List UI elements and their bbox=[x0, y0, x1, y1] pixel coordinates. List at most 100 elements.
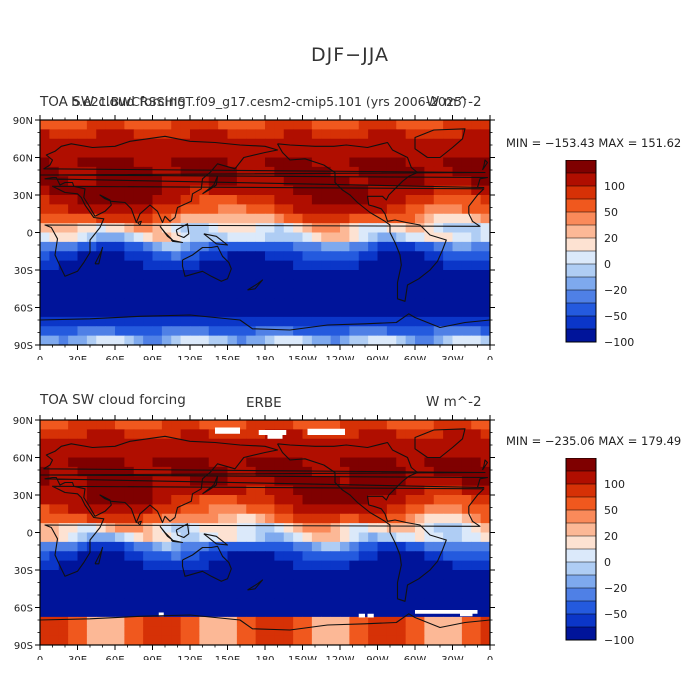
field-cell bbox=[199, 570, 210, 580]
colorbar-swatch bbox=[566, 212, 596, 226]
field-cell bbox=[40, 279, 50, 290]
field-cell bbox=[358, 438, 369, 449]
field-cell bbox=[180, 429, 191, 440]
field-cell bbox=[480, 476, 491, 487]
colorbar-label: 100 bbox=[604, 478, 625, 491]
field-cell bbox=[349, 607, 360, 618]
field-cell bbox=[471, 260, 482, 271]
field-cell bbox=[58, 279, 69, 290]
field-cell bbox=[171, 204, 182, 215]
field-cell bbox=[283, 457, 294, 468]
field-cell bbox=[480, 279, 491, 290]
field-cell bbox=[190, 485, 200, 496]
field-cell bbox=[96, 138, 107, 149]
field-cell bbox=[452, 223, 463, 233]
field-cell bbox=[255, 129, 266, 140]
field-cell bbox=[424, 120, 435, 130]
field-cell bbox=[143, 635, 153, 646]
field-cell bbox=[58, 241, 69, 252]
field-cell bbox=[471, 148, 482, 158]
lon-label: 0 bbox=[37, 355, 43, 360]
field-cell bbox=[96, 279, 107, 290]
field-cell bbox=[415, 335, 425, 346]
field-cell bbox=[133, 335, 144, 346]
field-cell bbox=[236, 495, 247, 505]
field-cell bbox=[330, 195, 341, 205]
field-cell bbox=[415, 241, 425, 252]
field-cell bbox=[143, 157, 153, 168]
field-cell bbox=[190, 176, 200, 187]
field-cell bbox=[68, 129, 78, 140]
field-cell bbox=[396, 138, 407, 149]
field-cell bbox=[255, 270, 266, 280]
field-cell bbox=[77, 541, 88, 552]
field-cell bbox=[255, 579, 266, 590]
field-cell bbox=[218, 326, 228, 337]
field-cell bbox=[246, 166, 257, 177]
field-cell bbox=[105, 523, 116, 533]
field-cell bbox=[227, 213, 238, 224]
field-cell bbox=[265, 598, 275, 608]
field-cell bbox=[115, 316, 125, 327]
field-cell bbox=[68, 598, 78, 608]
colorbar-swatch bbox=[566, 601, 596, 615]
field-cell bbox=[246, 635, 257, 646]
field-cell bbox=[86, 429, 97, 440]
field-cell bbox=[246, 298, 257, 308]
field-cell bbox=[236, 195, 247, 205]
field-cell bbox=[49, 204, 60, 215]
field-cell bbox=[368, 176, 378, 187]
field-cell bbox=[443, 635, 453, 646]
lon-label: 150W bbox=[288, 355, 317, 360]
lon-label: 120W bbox=[326, 355, 355, 360]
field-cell bbox=[386, 485, 397, 496]
field-cell bbox=[321, 532, 332, 543]
field-cell bbox=[133, 251, 144, 262]
field-cell bbox=[415, 195, 425, 205]
field-cell bbox=[368, 326, 378, 337]
field-cell bbox=[358, 429, 369, 440]
field-cell bbox=[405, 551, 416, 562]
field-cell bbox=[424, 532, 435, 543]
field-cell bbox=[415, 448, 425, 458]
field-cell bbox=[68, 635, 78, 646]
field-cell bbox=[302, 298, 313, 308]
field-cell bbox=[255, 616, 266, 627]
field-cell bbox=[461, 551, 472, 562]
field-cell bbox=[58, 204, 69, 215]
field-cell bbox=[246, 157, 257, 168]
field-cell bbox=[208, 195, 219, 205]
field-cell bbox=[96, 260, 107, 271]
field-cell bbox=[311, 466, 322, 477]
field-cell bbox=[377, 185, 388, 196]
field-cell bbox=[424, 148, 435, 158]
field-cell bbox=[180, 166, 191, 177]
field-cell bbox=[433, 260, 444, 271]
field-cell bbox=[358, 138, 369, 149]
field-cell bbox=[302, 307, 313, 318]
field-cell bbox=[161, 316, 172, 327]
field-cell bbox=[180, 298, 191, 308]
field-cell bbox=[433, 579, 444, 590]
figure-title: DJF−JJA bbox=[311, 44, 389, 66]
field-cell bbox=[368, 251, 378, 262]
field-cell bbox=[471, 298, 482, 308]
field-cell bbox=[377, 148, 388, 158]
field-cell bbox=[58, 176, 69, 187]
field-cell bbox=[311, 279, 322, 290]
field-cell bbox=[330, 120, 341, 130]
field-cell bbox=[293, 213, 303, 224]
field-cell bbox=[349, 157, 360, 168]
field-cell bbox=[358, 316, 369, 327]
field-cell bbox=[405, 148, 416, 158]
field-cell bbox=[461, 560, 472, 571]
field-cell bbox=[321, 598, 332, 608]
field-cell bbox=[199, 466, 210, 477]
field-cell bbox=[190, 457, 200, 468]
field-cell bbox=[49, 579, 60, 590]
field-cell bbox=[405, 316, 416, 327]
field-cell bbox=[265, 195, 275, 205]
field-cell bbox=[208, 326, 219, 337]
field-cell bbox=[311, 607, 322, 618]
field-cell bbox=[349, 129, 360, 140]
